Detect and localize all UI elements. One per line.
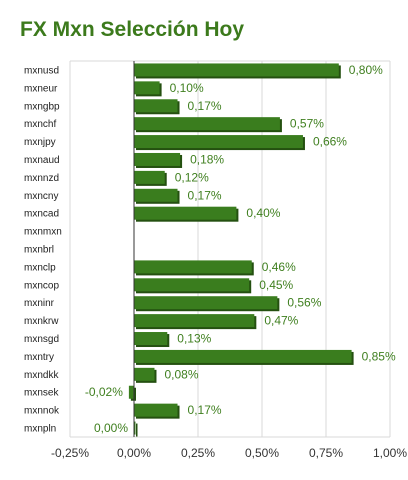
data-label: 0,46% <box>262 260 296 274</box>
data-label: 0,66% <box>313 135 347 149</box>
category-label: mxncop <box>24 280 59 291</box>
data-label: 0,13% <box>177 332 211 346</box>
bar <box>134 332 168 346</box>
bar <box>134 349 352 363</box>
bar <box>134 99 178 113</box>
bar-layer <box>128 63 354 437</box>
data-label: 0,47% <box>264 314 298 328</box>
bar <box>134 421 136 435</box>
data-label: 0,17% <box>188 403 222 417</box>
bar <box>134 260 252 274</box>
category-label: mxncad <box>24 209 59 220</box>
category-label: mxnkrw <box>24 316 59 327</box>
bar <box>134 81 160 95</box>
bar <box>134 314 255 328</box>
category-label: mxnmxn <box>24 227 62 238</box>
data-label: 0,00% <box>94 421 128 435</box>
category-label: mxnaud <box>24 155 60 166</box>
bar <box>134 63 339 77</box>
bar <box>134 206 237 220</box>
bar <box>134 117 280 131</box>
category-label: mxnclp <box>24 262 56 273</box>
bar <box>134 188 178 202</box>
category-label: mxnnzd <box>24 173 59 184</box>
bar <box>134 170 165 184</box>
category-label: mxneur <box>24 83 58 94</box>
bar <box>134 152 181 166</box>
data-label: 0,08% <box>164 367 198 381</box>
bar <box>134 296 278 310</box>
data-label: 0,80% <box>349 63 383 77</box>
category-label: mxnsek <box>24 388 59 399</box>
bar <box>134 278 250 292</box>
category-label: mxninr <box>24 298 55 309</box>
x-tick-label: 0,00% <box>117 446 151 460</box>
category-label: mxnchf <box>24 119 56 130</box>
bar <box>134 403 178 417</box>
category-label: mxntry <box>24 352 54 363</box>
value-label-layer: 0,80% 0,10% 0,17% 0,57% 0,66% 0,18% 0,12% 0,17%… <box>85 63 396 435</box>
category-label: mxnnok <box>24 406 60 417</box>
data-label: 0,17% <box>188 99 222 113</box>
category-label: mxndkk <box>24 370 59 381</box>
category-label: mxnsgd <box>24 334 59 345</box>
x-tick-label: -0,25% <box>51 446 89 460</box>
bar <box>134 135 303 149</box>
category-label: mxnjpy <box>24 137 56 148</box>
category-label: mxnpln <box>24 424 56 435</box>
x-tick-label: 0,50% <box>245 446 279 460</box>
data-label: 0,10% <box>170 81 204 95</box>
data-label: 0,12% <box>175 170 209 184</box>
category-label: mxnusd <box>24 65 59 76</box>
data-label: 0,85% <box>362 349 396 363</box>
data-label: -0,02% <box>85 385 123 399</box>
data-label: 0,17% <box>188 188 222 202</box>
data-label: 0,56% <box>287 296 321 310</box>
bar <box>134 367 155 381</box>
tick-label-layer: -0,25% 0,00% 0,25% 0,50% 0,75% 1,00% <box>51 446 407 460</box>
data-label: 0,57% <box>290 117 324 131</box>
category-label: mxngbp <box>24 101 60 112</box>
x-tick-label: 1,00% <box>373 446 407 460</box>
chart-title: FX Mxn Selección Hoy <box>20 18 245 41</box>
bar-shadow <box>136 423 138 437</box>
category-label: mxnbrl <box>24 245 54 256</box>
category-label-layer: mxnusd mxneur mxngbp mxnchf mxnjpy mxnaud mxnn… <box>24 65 62 434</box>
data-label: 0,40% <box>246 206 280 220</box>
data-label: 0,45% <box>259 278 293 292</box>
data-label: 0,18% <box>190 152 224 166</box>
x-tick-label: 0,75% <box>309 446 343 460</box>
bar <box>128 385 134 399</box>
category-label: mxncny <box>24 191 58 202</box>
x-tick-label: 0,25% <box>181 446 215 460</box>
